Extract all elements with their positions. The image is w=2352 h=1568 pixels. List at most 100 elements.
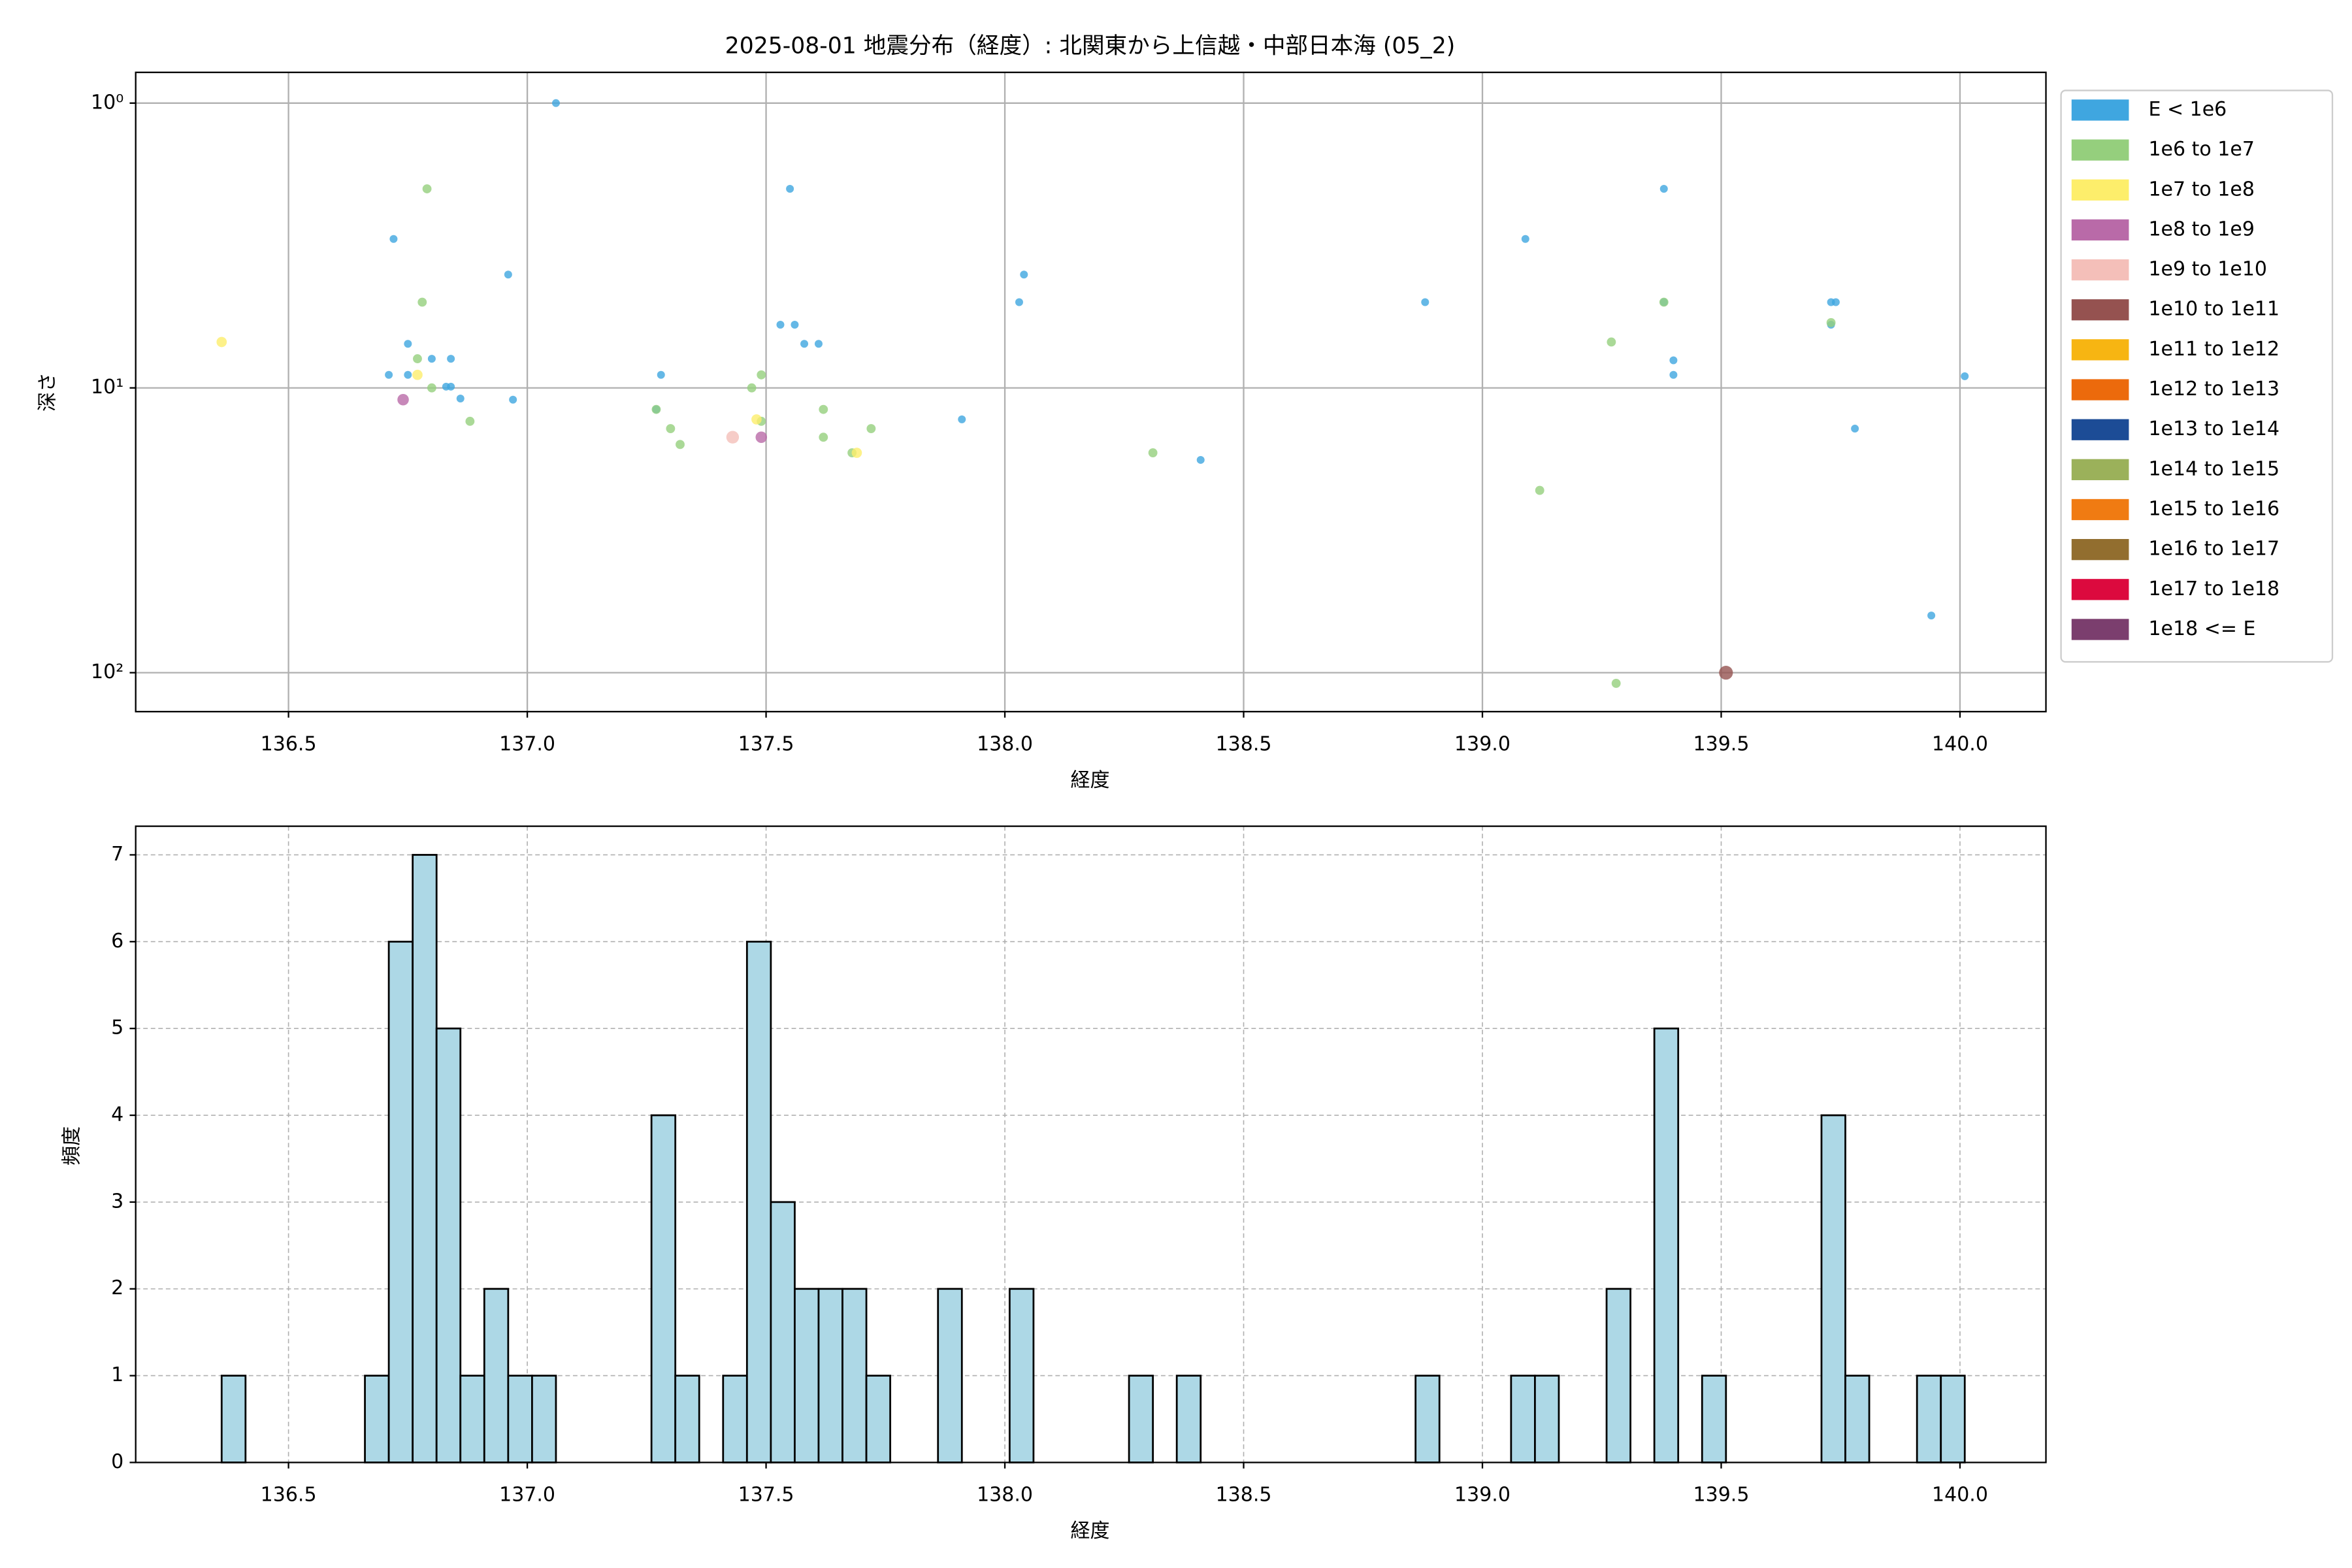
- legend-swatch: [2071, 419, 2129, 440]
- histogram-bar: [865, 1375, 891, 1463]
- plot-frame: [135, 71, 2047, 713]
- data-point: [447, 382, 455, 391]
- histogram-bar: [412, 854, 438, 1463]
- histogram-bar: [722, 1375, 748, 1463]
- data-point: [1659, 185, 1668, 193]
- data-point: [417, 297, 427, 307]
- legend-label: 1e9 to 1e10: [2148, 258, 2267, 281]
- histogram-bar: [435, 1027, 462, 1463]
- histogram-bar: [1128, 1375, 1154, 1463]
- histogram-bar: [483, 1288, 510, 1463]
- histogram-bar: [674, 1375, 700, 1463]
- legend-label: 1e8 to 1e9: [2148, 218, 2254, 240]
- histogram-bar: [220, 1375, 247, 1463]
- histogram-bar: [1414, 1375, 1441, 1463]
- y-tick-label: 3: [111, 1190, 123, 1213]
- data-point: [404, 340, 412, 348]
- y-axis-label: 深さ: [36, 372, 59, 412]
- data-point: [551, 99, 560, 107]
- histogram-bar: [745, 940, 772, 1463]
- x-tick-label: 137.5: [738, 733, 794, 756]
- legend-swatch: [2071, 299, 2129, 321]
- data-point: [751, 414, 762, 425]
- legend-swatch: [2071, 139, 2129, 161]
- x-tick-label: 137.0: [499, 733, 555, 756]
- data-point: [456, 395, 465, 403]
- legend-swatch: [2071, 219, 2129, 241]
- data-point: [1148, 448, 1158, 457]
- legend-label: 1e17 to 1e18: [2148, 578, 2279, 600]
- x-tick-label: 138.5: [1216, 1484, 1272, 1507]
- data-point: [800, 340, 809, 348]
- legend-swatch: [2071, 259, 2129, 281]
- data-point: [814, 340, 823, 348]
- legend-label: 1e11 to 1e12: [2148, 338, 2279, 361]
- legend-swatch: [2071, 579, 2129, 600]
- histogram-bar: [937, 1288, 963, 1463]
- data-point: [427, 355, 436, 363]
- legend-swatch: [2071, 459, 2129, 480]
- data-point: [1196, 455, 1205, 464]
- data-point: [1521, 235, 1529, 243]
- legend-swatch: [2071, 99, 2129, 121]
- legend-swatch: [2071, 339, 2129, 361]
- histogram-bar: [1844, 1375, 1870, 1463]
- y-tick-label: 10¹: [91, 376, 123, 399]
- data-point: [427, 383, 436, 393]
- data-point: [413, 354, 422, 364]
- data-point: [819, 433, 828, 442]
- legend-label: E < 1e6: [2148, 98, 2227, 121]
- data-point: [465, 416, 475, 426]
- legend-label: 1e12 to 1e13: [2148, 378, 2279, 400]
- data-point: [412, 369, 423, 380]
- x-tick-label: 140.0: [1932, 733, 1988, 756]
- x-tick-label: 138.0: [977, 733, 1033, 756]
- legend-box: [2060, 90, 2334, 663]
- y-axis-label: 頻度: [60, 1126, 83, 1166]
- data-point: [1826, 318, 1836, 327]
- plot-frame: [135, 825, 2047, 1463]
- y-tick-label: 2: [111, 1277, 123, 1299]
- legend-label: 1e6 to 1e7: [2148, 138, 2254, 161]
- histogram-bar: [364, 1375, 390, 1463]
- y-tick-label: 5: [111, 1017, 123, 1039]
- x-tick-label: 139.5: [1693, 1484, 1750, 1507]
- histogram-bar: [841, 1288, 868, 1463]
- data-point: [422, 184, 432, 193]
- y-tick-label: 0: [111, 1450, 123, 1473]
- legend-label: 1e13 to 1e14: [2148, 417, 2279, 440]
- data-point: [1669, 370, 1678, 379]
- data-point: [1015, 298, 1023, 306]
- data-point: [676, 440, 685, 449]
- data-point: [851, 448, 862, 458]
- data-point: [1961, 372, 1969, 380]
- histogram-bar: [1940, 1375, 1966, 1463]
- chart-title: 2025-08-01 地震分布（経度）: 北関東から上信越・中部日本海 (05_…: [725, 33, 1456, 59]
- x-tick-label: 139.5: [1693, 733, 1750, 756]
- data-point: [786, 185, 794, 193]
- x-tick-label: 138.0: [977, 1484, 1033, 1507]
- legend-label: 1e7 to 1e8: [2148, 178, 2254, 201]
- x-tick-label: 136.5: [261, 733, 317, 756]
- y-tick-label: 4: [111, 1103, 123, 1126]
- x-tick-label: 139.0: [1454, 733, 1511, 756]
- data-point: [726, 431, 740, 444]
- data-point: [819, 404, 828, 414]
- x-tick-label: 137.5: [738, 1484, 794, 1507]
- data-point: [1831, 298, 1840, 306]
- data-point: [666, 424, 676, 433]
- data-point: [1659, 297, 1669, 307]
- x-tick-label: 138.5: [1216, 733, 1272, 756]
- x-tick-label: 137.0: [499, 1484, 555, 1507]
- data-point: [747, 383, 757, 393]
- histogram-bar: [794, 1288, 820, 1463]
- data-point: [216, 336, 227, 348]
- y-tick-label: 6: [111, 930, 123, 953]
- data-point: [1421, 298, 1429, 306]
- histogram-bar: [459, 1375, 485, 1463]
- data-point: [385, 370, 393, 379]
- legend-swatch: [2071, 539, 2129, 561]
- legend-swatch: [2071, 619, 2129, 640]
